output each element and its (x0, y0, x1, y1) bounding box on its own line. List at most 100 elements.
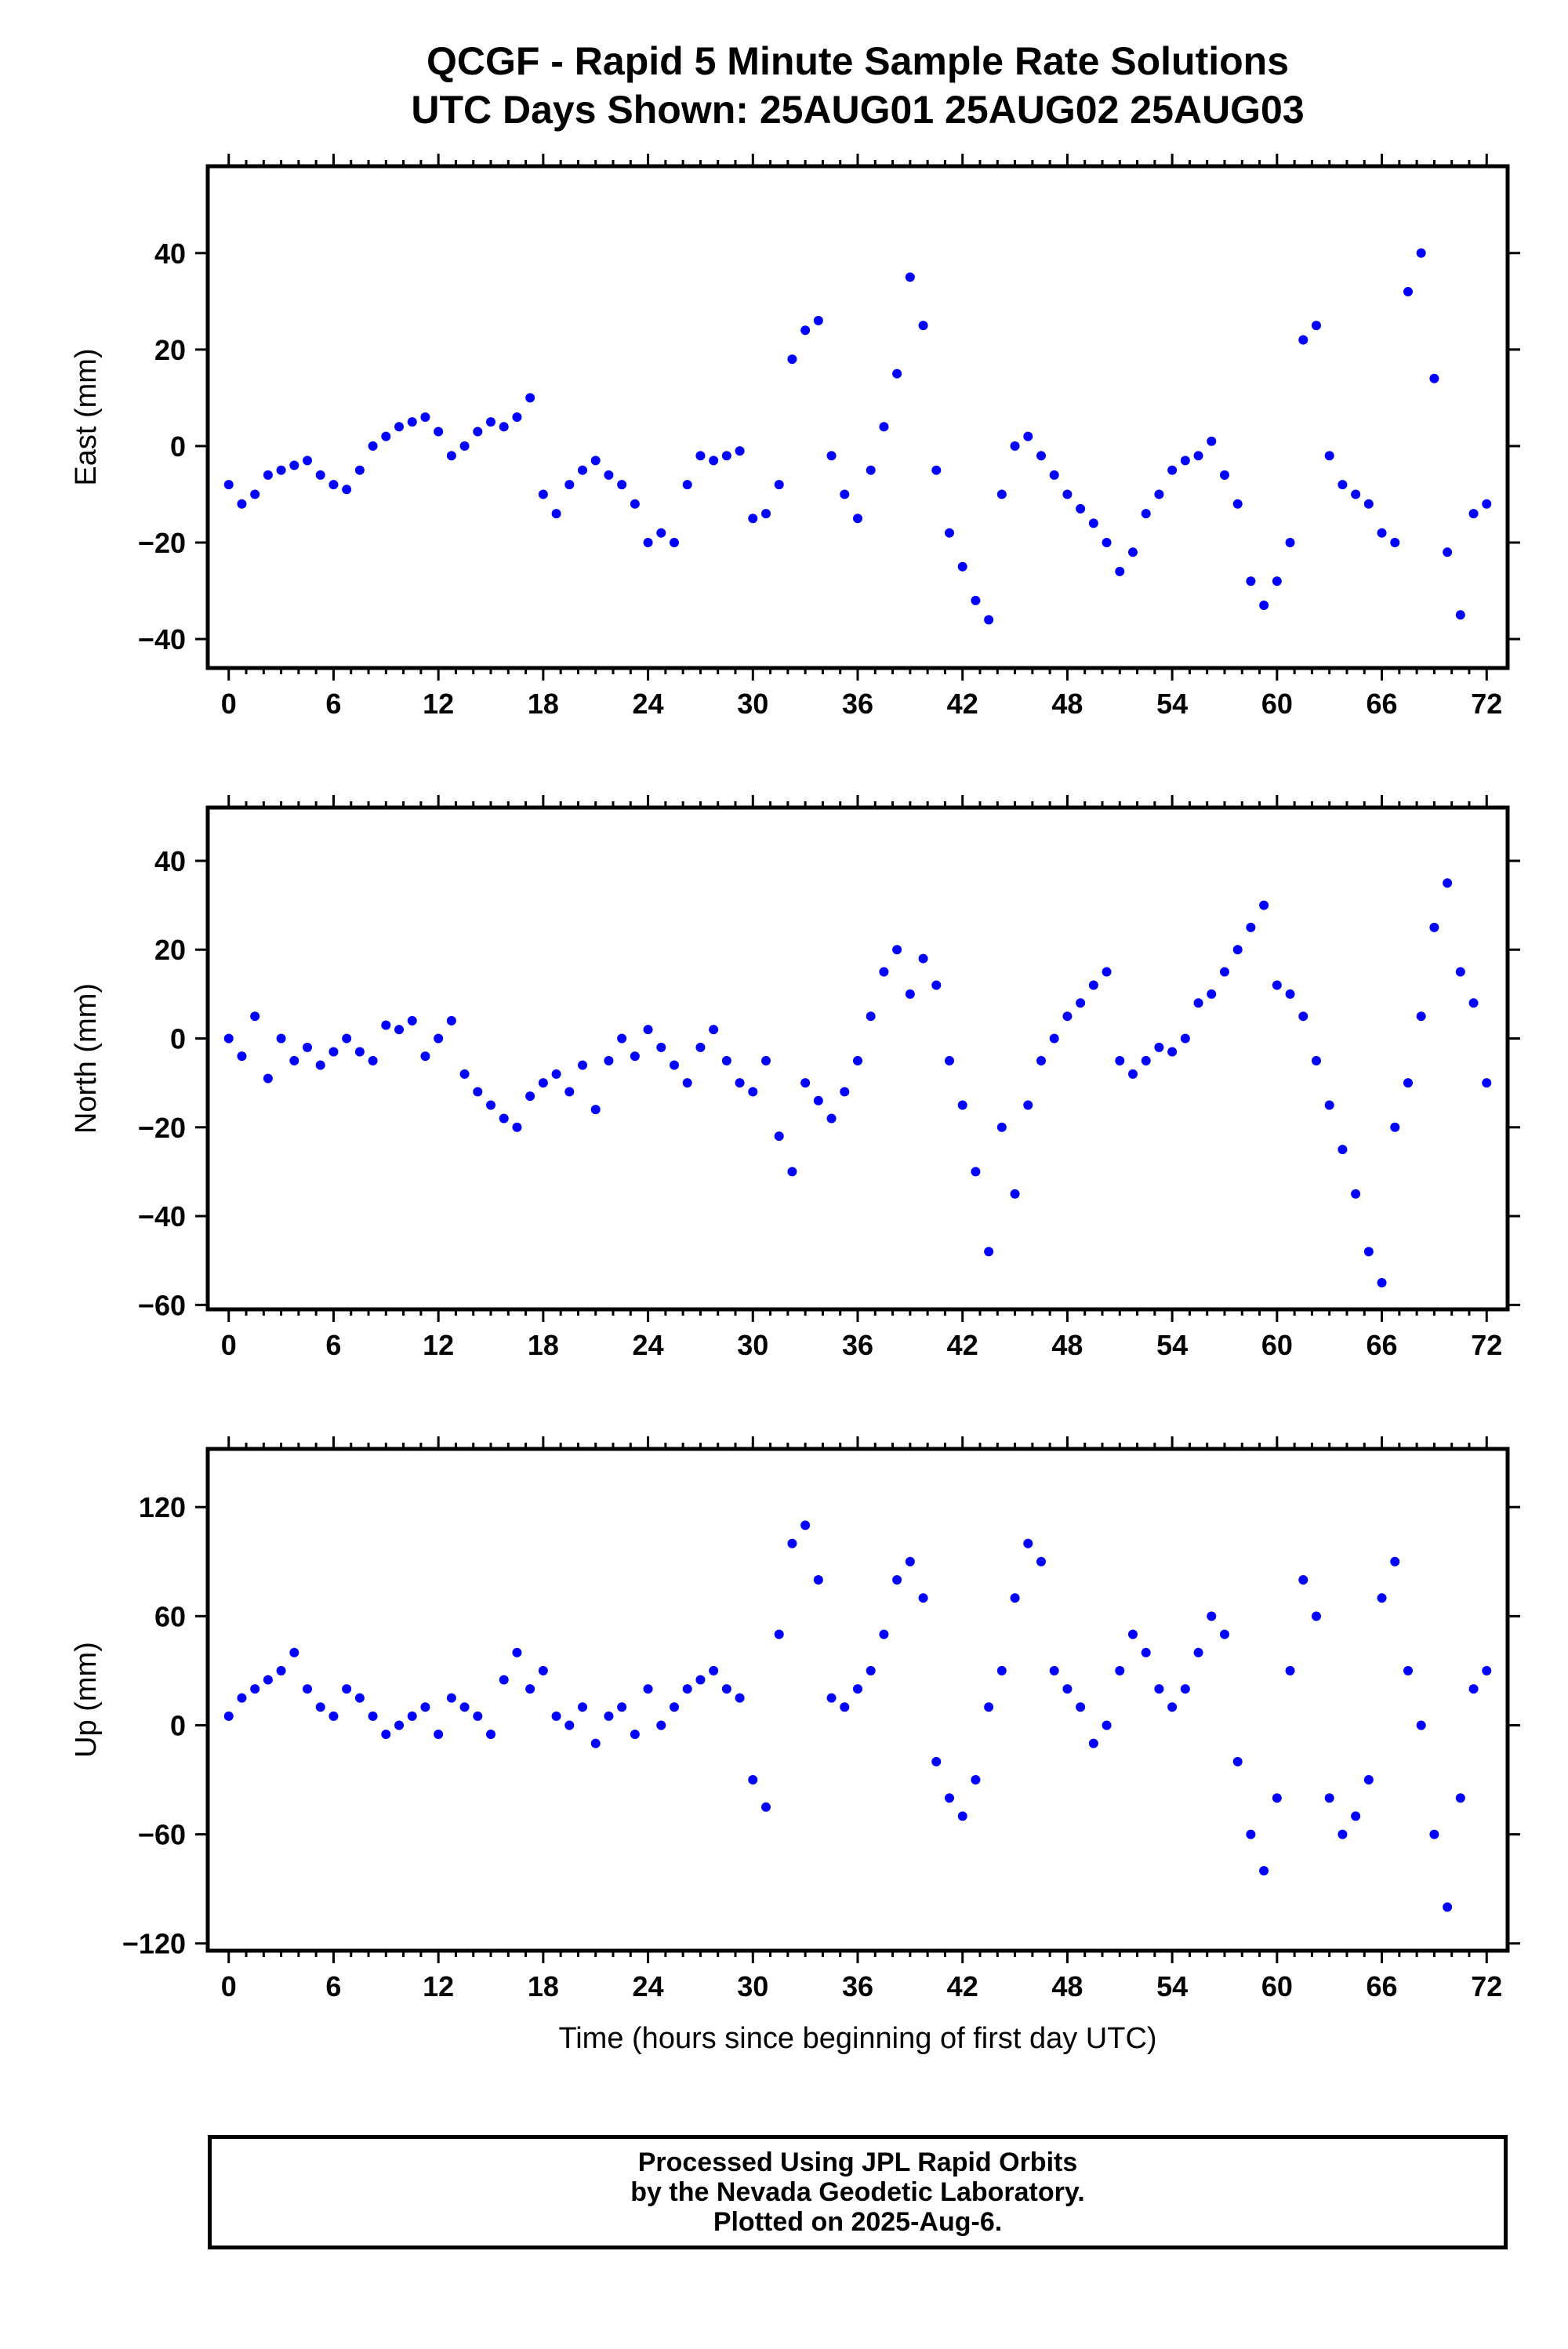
north-data-point (473, 1087, 483, 1097)
north-data-point (564, 1087, 575, 1097)
up-data-point (328, 1711, 339, 1721)
east-data-point (1127, 547, 1138, 557)
east-x-tick-label: 24 (633, 688, 664, 720)
up-x-tick-label: 48 (1051, 1970, 1083, 2002)
north-data-point (1482, 1078, 1492, 1088)
east-data-point (604, 470, 614, 480)
east-data-point (630, 499, 640, 509)
east-data-point (1088, 518, 1098, 528)
up-data-point (695, 1675, 706, 1685)
east-x-tick-label: 30 (737, 688, 768, 720)
east-data-point (434, 427, 444, 437)
east-data-point (931, 465, 942, 475)
up-data-point (473, 1711, 483, 1721)
east-data-point (315, 470, 325, 480)
east-data-point (1246, 576, 1256, 586)
up-data-point (1036, 1556, 1046, 1567)
north-data-point (434, 1033, 444, 1044)
east-data-point (1062, 489, 1073, 499)
east-data-point (420, 412, 430, 422)
north-data-point (1443, 878, 1453, 888)
east-x-tick-label: 6 (325, 688, 341, 720)
north-data-point (748, 1087, 758, 1097)
north-data-point (630, 1051, 640, 1062)
north-data-point (774, 1131, 784, 1142)
east-data-point (1338, 480, 1348, 490)
north-data-point (538, 1078, 548, 1088)
chart-title-line2: UTC Days Shown: 25AUG01 25AUG02 25AUG03 (411, 88, 1304, 132)
east-data-point (446, 451, 456, 461)
up-y-axis-label: Up (mm) (70, 1642, 103, 1758)
up-x-tick-label: 72 (1471, 1970, 1502, 2002)
up-data-point (538, 1665, 548, 1676)
up-data-point (617, 1702, 627, 1712)
up-data-point (709, 1665, 719, 1676)
up-data-point (564, 1720, 575, 1730)
north-data-point (1207, 989, 1217, 999)
up-data-point (1102, 1720, 1112, 1730)
north-data-point (1429, 922, 1439, 932)
up-data-point (1285, 1665, 1295, 1676)
east-data-point (1023, 431, 1033, 441)
north-data-point (643, 1025, 653, 1035)
east-data-point (840, 489, 850, 499)
north-data-point (1285, 989, 1295, 999)
east-x-tick-label: 72 (1471, 688, 1502, 720)
east-data-point (1455, 610, 1465, 620)
up-data-point (918, 1593, 928, 1603)
north-data-point (1023, 1100, 1033, 1110)
up-data-point (512, 1647, 522, 1657)
east-data-point (328, 480, 339, 490)
north-data-point (879, 967, 889, 977)
north-data-point (342, 1033, 352, 1044)
north-y-tick-label: 20 (154, 934, 186, 966)
east-data-point (695, 451, 706, 461)
up-data-point (1180, 1684, 1190, 1694)
north-data-point (656, 1042, 666, 1052)
east-y-tick-label: 0 (170, 430, 186, 463)
north-data-point (420, 1051, 430, 1062)
east-data-point (1403, 287, 1413, 296)
up-data-point (1141, 1647, 1151, 1657)
north-data-point (303, 1042, 313, 1052)
up-x-tick-label: 60 (1261, 1970, 1293, 2002)
north-y-tick-label: −20 (138, 1112, 186, 1144)
east-data-point (709, 456, 719, 466)
east-data-point (682, 480, 692, 490)
east-data-point (748, 514, 758, 524)
up-data-point (407, 1711, 417, 1721)
north-data-point (735, 1078, 745, 1088)
east-data-point (853, 514, 862, 524)
up-x-tick-label: 66 (1367, 1970, 1398, 2002)
north-x-tick-label: 24 (633, 1329, 664, 1361)
east-data-point (879, 422, 889, 432)
north-data-point (250, 1011, 260, 1022)
north-data-point (1127, 1069, 1138, 1079)
north-x-tick-label: 36 (842, 1329, 873, 1361)
east-y-tick-label: 20 (154, 334, 186, 366)
east-data-point (996, 489, 1007, 499)
up-data-point (342, 1684, 352, 1694)
up-data-point (996, 1665, 1007, 1676)
east-data-point (735, 446, 745, 456)
north-data-point (328, 1047, 339, 1057)
north-data-point (866, 1011, 876, 1022)
up-data-point (486, 1730, 496, 1740)
east-data-point (1010, 441, 1020, 451)
north-data-point (1141, 1055, 1151, 1066)
up-data-point (1416, 1720, 1426, 1730)
up-data-point (1062, 1684, 1073, 1694)
up-data-point (813, 1574, 823, 1585)
north-x-tick-label: 12 (423, 1329, 454, 1361)
up-data-point (604, 1711, 614, 1721)
north-data-point (1363, 1247, 1374, 1257)
east-x-tick-label: 54 (1156, 688, 1188, 720)
x-axis-label: Time (hours since beginning of first day… (558, 2022, 1156, 2055)
north-data-point (1180, 1033, 1190, 1044)
north-data-point (1232, 945, 1243, 955)
east-data-point (1482, 499, 1492, 509)
east-x-tick-label: 12 (423, 688, 454, 720)
north-data-point (1062, 1011, 1073, 1022)
up-data-point (289, 1647, 299, 1657)
